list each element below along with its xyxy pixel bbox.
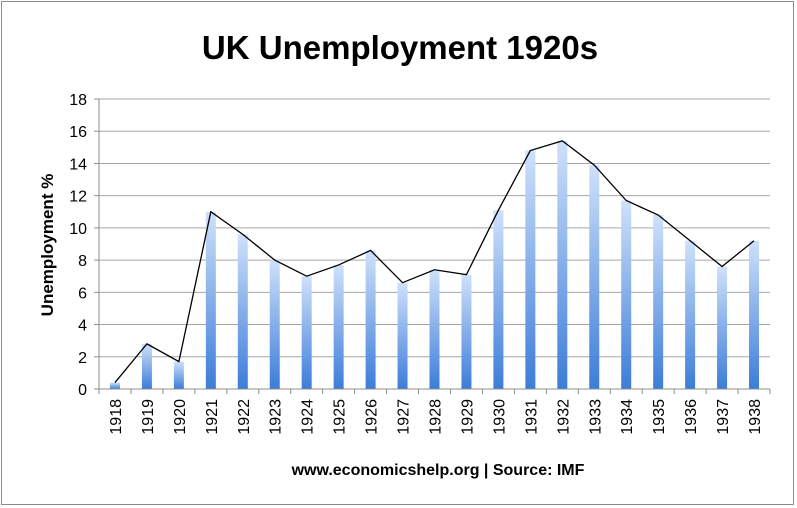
x-tick-label: 1926	[364, 399, 381, 435]
bar-1919	[141, 343, 152, 389]
trend-line	[114, 140, 755, 383]
bar-1938	[749, 240, 760, 389]
bar-1929	[461, 274, 472, 389]
bar-1918	[109, 382, 120, 389]
x-tick-label: 1919	[140, 399, 157, 435]
bar-1925	[333, 264, 344, 389]
x-tick-label: 1934	[619, 399, 636, 435]
bar-1934	[621, 200, 632, 389]
x-tick-label: 1930	[491, 399, 508, 435]
x-tick-label: 1925	[332, 399, 349, 435]
x-tick-label: 1924	[300, 399, 317, 435]
y-tick-label: 4	[78, 318, 87, 335]
y-tick-label: 8	[78, 253, 87, 270]
y-tick-label: 16	[69, 124, 87, 141]
bar-1932	[557, 140, 568, 389]
x-tick-label: 1932	[555, 399, 572, 435]
bar-1931	[525, 150, 536, 389]
bar-1935	[653, 215, 664, 389]
x-tick-label: 1918	[108, 399, 125, 435]
bar-1920	[173, 361, 184, 389]
bar-1922	[237, 234, 248, 389]
bar-1930	[493, 210, 504, 389]
y-tick-label: 2	[78, 350, 87, 367]
x-tick-label: 1937	[715, 399, 732, 435]
x-tick-label: 1933	[587, 399, 604, 435]
bar-1933	[589, 165, 600, 389]
x-axis-label: www.economicshelp.org | Source: IMF	[291, 462, 585, 479]
y-tick-label: 12	[69, 189, 87, 206]
x-tick-label: 1922	[236, 399, 253, 435]
bar-1923	[269, 260, 280, 389]
y-tick-label: 0	[78, 382, 87, 399]
x-tick-label: 1928	[428, 399, 445, 435]
y-axis-ticks: 0 2 4 6 8 10 12 14 16 18	[69, 92, 100, 399]
x-tick-label: 1923	[268, 399, 285, 435]
bar-1937	[717, 266, 728, 389]
x-tick-label: 1920	[172, 399, 189, 435]
chart-title: UK Unemployment 1920s	[202, 29, 598, 66]
y-axis-label: Unemployment %	[38, 174, 57, 317]
x-tick-label: 1938	[747, 399, 764, 435]
bar-1926	[365, 250, 376, 389]
y-tick-label: 14	[69, 156, 87, 173]
bars	[109, 140, 760, 389]
bar-1924	[301, 276, 312, 389]
y-tick-label: 6	[78, 285, 87, 302]
x-tick-label: 1921	[204, 399, 221, 435]
x-tick-label: 1935	[651, 399, 668, 435]
bar-1921	[205, 211, 216, 389]
y-tick-label: 18	[69, 92, 87, 109]
y-tick-label: 10	[69, 221, 87, 238]
x-axis-ticks: 1918 1919 1920 1921 1922 1923 1924 1925 1926 1927…	[98, 389, 771, 435]
x-tick-label: 1931	[523, 399, 540, 435]
bar-1927	[397, 282, 408, 389]
bar-1928	[429, 269, 440, 389]
x-tick-label: 1929	[459, 399, 476, 435]
bar-1936	[685, 240, 696, 389]
x-tick-label: 1936	[683, 399, 700, 435]
x-tick-label: 1927	[396, 399, 413, 435]
